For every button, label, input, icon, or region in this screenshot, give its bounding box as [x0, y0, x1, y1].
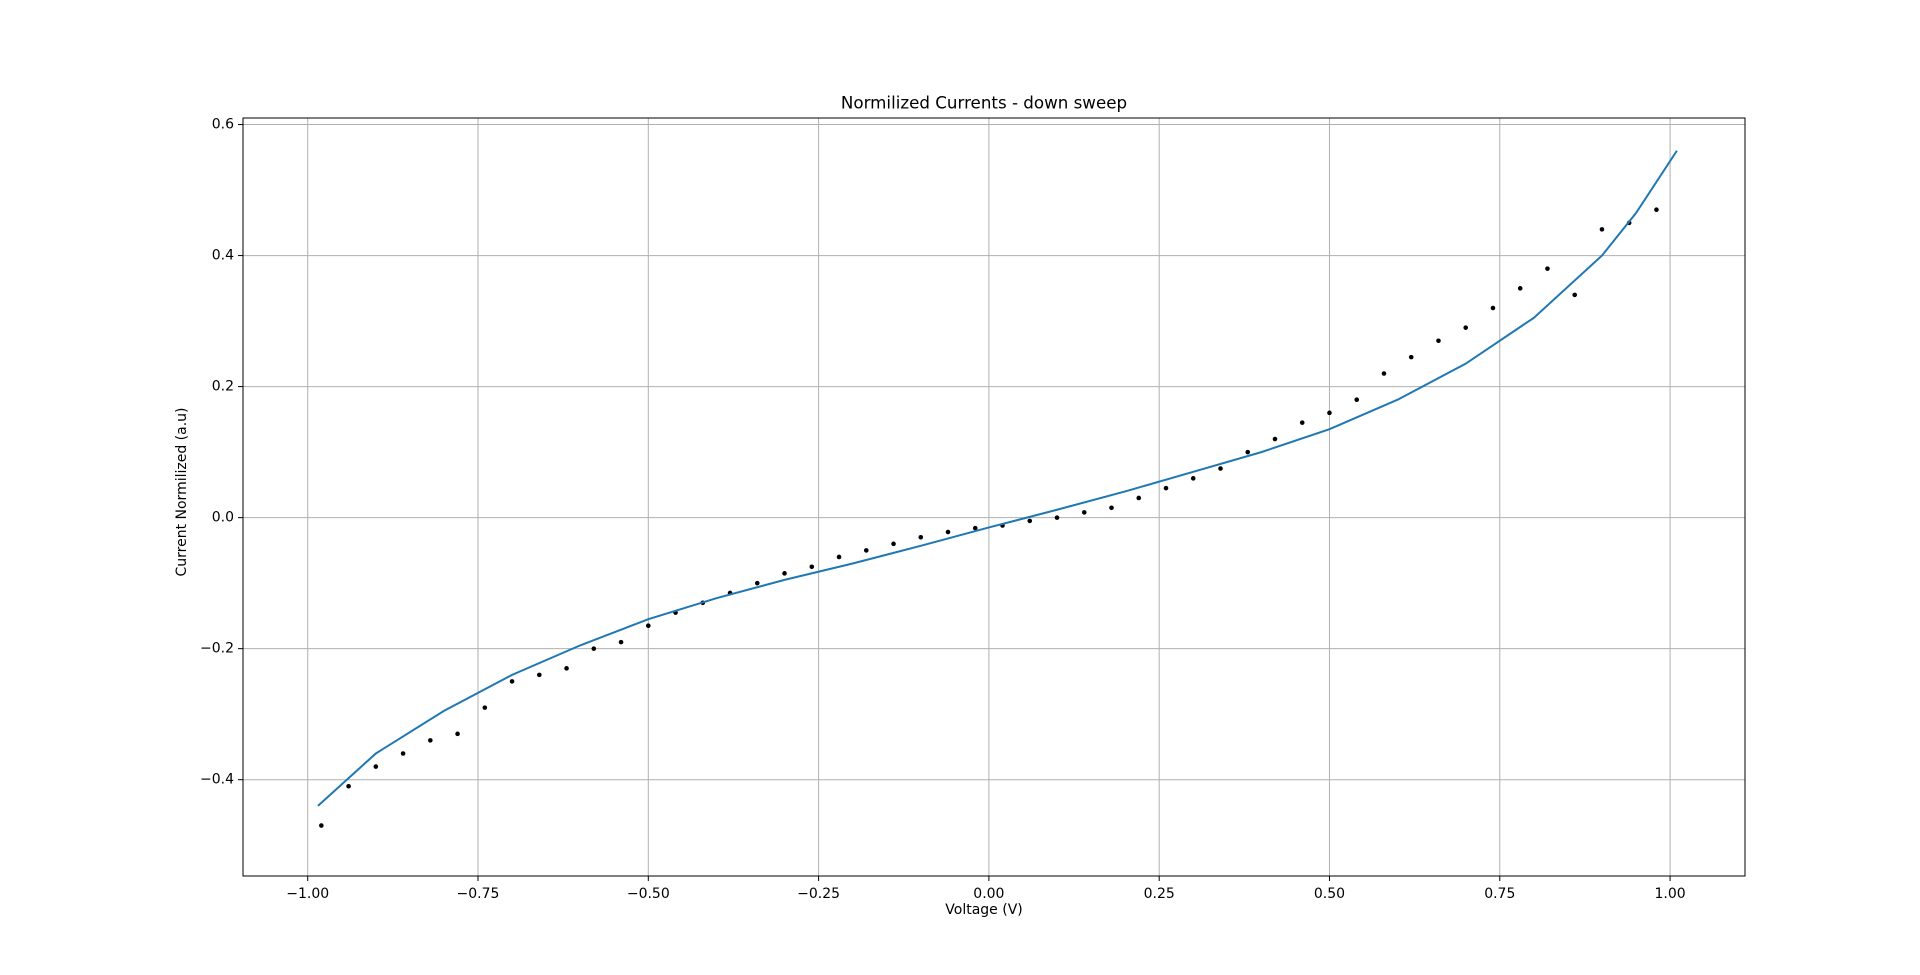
- x-tick-label: 1.00: [1654, 886, 1685, 902]
- data-point: [972, 525, 978, 531]
- data-point: [1190, 476, 1196, 481]
- data-point: [1436, 338, 1441, 344]
- y-tick-label: −0.2: [200, 641, 234, 657]
- plot-frame: [242, 117, 1746, 877]
- data-point: [373, 764, 379, 769]
- x-tick-label: 0.25: [1144, 886, 1175, 902]
- data-point: [1163, 485, 1169, 491]
- x-tick-label: −0.75: [457, 886, 500, 902]
- y-tick-label: 0.6: [212, 117, 234, 133]
- y-tick-label: 0.0: [212, 510, 234, 526]
- chart-title: Normilized Currents - down sweep: [841, 93, 1127, 113]
- x-tick-label: 0.00: [973, 886, 1004, 902]
- data-point: [1272, 436, 1278, 442]
- data-point: [346, 783, 351, 789]
- y-tick-label: 0.4: [212, 248, 234, 264]
- data-point: [400, 751, 406, 756]
- data-point: [455, 731, 460, 737]
- data-point: [1327, 410, 1332, 416]
- data-point: [1299, 420, 1305, 425]
- data-point: [1517, 286, 1523, 291]
- data-point: [891, 541, 896, 547]
- x-tick-label: 0.50: [1314, 886, 1345, 902]
- x-tick-label: 0.75: [1484, 886, 1515, 902]
- fit-line: [317, 150, 1678, 807]
- data-point: [564, 666, 569, 671]
- y-tick-label: 0.2: [212, 379, 234, 395]
- x-axis-label: Voltage (V): [945, 902, 1022, 918]
- data-point: [1218, 466, 1223, 471]
- data-point: [428, 738, 433, 743]
- y-axis-label: Current Normilized (a.u): [174, 407, 190, 576]
- x-tick-label: −0.50: [627, 886, 670, 902]
- data-point: [1599, 227, 1605, 232]
- x-tick-label: −1.00: [286, 886, 329, 902]
- data-point: [809, 564, 815, 570]
- data-point: [1245, 449, 1251, 455]
- data-point: [1027, 518, 1033, 524]
- data-point: [646, 623, 651, 629]
- data-point: [1654, 207, 1659, 213]
- data-point: [319, 823, 324, 828]
- data-point: [918, 534, 924, 540]
- data-point: [482, 705, 488, 710]
- data-point: [591, 646, 597, 651]
- data-point: [863, 548, 869, 553]
- data-point: [1381, 371, 1387, 376]
- data-point: [1463, 325, 1469, 330]
- data-point: [537, 672, 542, 678]
- data-point: [754, 580, 760, 586]
- data-point: [1081, 510, 1087, 515]
- data-point: [1572, 292, 1578, 298]
- data-point: [509, 679, 515, 684]
- data-point: [1408, 354, 1414, 360]
- data-point: [945, 529, 951, 535]
- data-point: [1109, 505, 1114, 511]
- data-point: [1136, 495, 1142, 501]
- data-point: [1490, 305, 1496, 311]
- data-point: [1354, 397, 1360, 403]
- data-point: [782, 571, 787, 576]
- data-point: [1054, 515, 1060, 520]
- y-tick-label: −0.4: [200, 772, 234, 788]
- data-point: [618, 639, 624, 645]
- x-tick-label: −0.25: [797, 886, 840, 902]
- data-point: [1545, 266, 1550, 271]
- data-point: [836, 554, 842, 560]
